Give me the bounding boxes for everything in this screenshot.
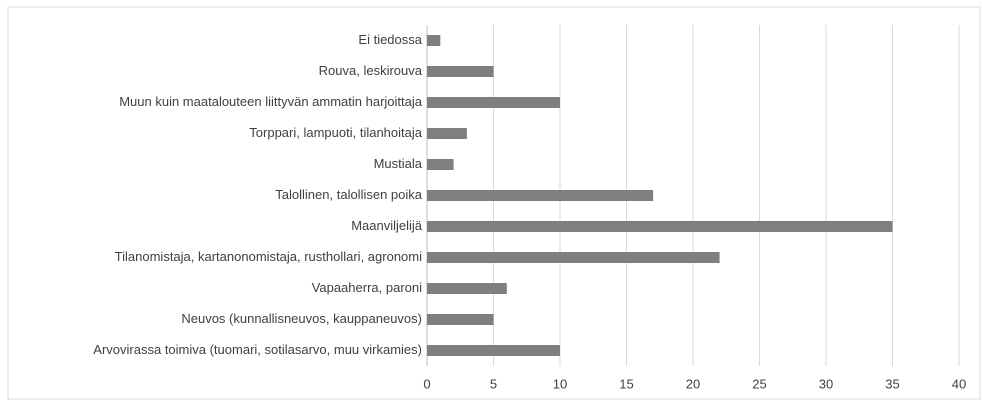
x-tick-label: 20: [686, 376, 700, 391]
y-tick-label: Arvovirassa toimiva (tuomari, sotilasarv…: [93, 342, 422, 357]
y-tick-label: Talollinen, talollisen poika: [275, 187, 422, 202]
bar: [427, 221, 893, 232]
y-tick-label: Vapaaherra, paroni: [312, 280, 422, 295]
x-tick-label: 25: [752, 376, 766, 391]
x-tick-label: 35: [885, 376, 899, 391]
y-tick-label: Maanviljelijä: [351, 218, 423, 233]
bar: [427, 66, 494, 77]
bar: [427, 190, 654, 201]
y-tick-label: Neuvos (kunnallisneuvos, kauppaneuvos): [181, 311, 422, 326]
x-tick-label: 10: [553, 376, 567, 391]
bar: [427, 345, 560, 356]
y-tick-label: Muun kuin maatalouteen liittyvän ammatin…: [119, 94, 423, 109]
y-tick-label: Rouva, leskirouva: [319, 63, 423, 78]
bar: [427, 97, 560, 108]
bar: [427, 283, 507, 294]
bar: [427, 128, 467, 139]
x-tick-label: 15: [619, 376, 633, 391]
y-tick-label: Tilanomistaja, kartanonomistaja, rusthol…: [115, 249, 422, 264]
bar: [427, 314, 494, 325]
x-tick-label: 0: [423, 376, 430, 391]
y-tick-label: Mustiala: [374, 156, 423, 171]
y-tick-label: Torppari, lampuoti, tilanhoitaja: [249, 125, 422, 140]
y-tick-label: Ei tiedossa: [358, 32, 422, 47]
bar: [427, 252, 720, 263]
bar: [427, 159, 454, 170]
bar: [427, 35, 441, 46]
x-tick-label: 30: [819, 376, 833, 391]
x-tick-label: 40: [952, 376, 966, 391]
x-tick-label: 5: [490, 376, 497, 391]
